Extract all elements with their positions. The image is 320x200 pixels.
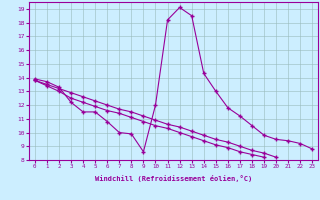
X-axis label: Windchill (Refroidissement éolien,°C): Windchill (Refroidissement éolien,°C) (95, 175, 252, 182)
